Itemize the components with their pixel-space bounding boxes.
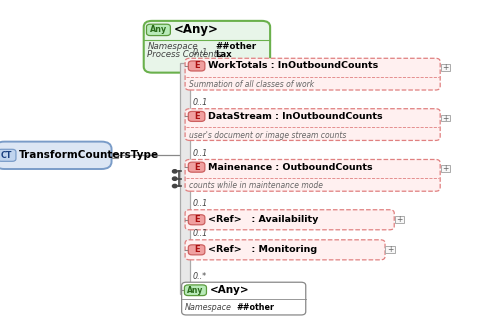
- Text: WorkTotals : InOutboundCounts: WorkTotals : InOutboundCounts: [208, 61, 378, 70]
- Text: <Ref>   : Availability: <Ref> : Availability: [208, 215, 318, 224]
- FancyBboxPatch shape: [188, 162, 204, 172]
- FancyBboxPatch shape: [185, 160, 439, 191]
- Text: 0..1: 0..1: [192, 48, 208, 57]
- FancyBboxPatch shape: [185, 109, 439, 141]
- FancyBboxPatch shape: [143, 21, 270, 73]
- Text: <Any>: <Any>: [209, 285, 249, 295]
- FancyBboxPatch shape: [185, 58, 439, 90]
- Text: E: E: [194, 245, 199, 254]
- Bar: [111, 153, 118, 158]
- FancyBboxPatch shape: [188, 245, 204, 255]
- Bar: [440, 64, 449, 71]
- Bar: [440, 166, 449, 172]
- Bar: [394, 216, 403, 223]
- Circle shape: [172, 177, 177, 180]
- Text: 0..1: 0..1: [192, 229, 208, 238]
- Text: <Ref>   : Monitoring: <Ref> : Monitoring: [208, 245, 317, 254]
- Text: user's document or image stream counts: user's document or image stream counts: [188, 131, 346, 140]
- Text: Any: Any: [150, 25, 166, 34]
- Circle shape: [172, 184, 177, 188]
- Text: E: E: [194, 112, 199, 121]
- Text: Summation of all classes of work: Summation of all classes of work: [188, 80, 313, 89]
- Text: 0..1: 0..1: [192, 149, 208, 158]
- Text: ##other: ##other: [214, 42, 256, 51]
- Text: +: +: [395, 215, 402, 224]
- FancyBboxPatch shape: [188, 61, 204, 71]
- Text: TransformCountersType: TransformCountersType: [19, 150, 159, 160]
- Text: 0..*: 0..*: [192, 272, 206, 281]
- Text: <Any>: <Any>: [174, 23, 218, 36]
- Text: DataStream : InOutboundCounts: DataStream : InOutboundCounts: [208, 112, 382, 121]
- Text: Namespace: Namespace: [184, 303, 231, 312]
- Bar: [385, 246, 394, 253]
- Bar: [180, 63, 190, 294]
- Circle shape: [172, 170, 177, 173]
- FancyBboxPatch shape: [185, 240, 384, 260]
- FancyBboxPatch shape: [185, 210, 393, 230]
- Text: E: E: [194, 215, 199, 224]
- FancyBboxPatch shape: [188, 215, 204, 225]
- Text: 0..1: 0..1: [192, 199, 208, 208]
- Text: E: E: [194, 61, 199, 70]
- Text: 0..1: 0..1: [192, 98, 208, 107]
- FancyBboxPatch shape: [0, 142, 111, 169]
- FancyBboxPatch shape: [0, 149, 16, 161]
- Text: Process Contents: Process Contents: [147, 50, 222, 59]
- Text: ##other: ##other: [236, 303, 274, 312]
- Text: Lax: Lax: [214, 50, 231, 59]
- Text: +: +: [441, 63, 448, 72]
- Text: E: E: [194, 163, 199, 172]
- Text: Any: Any: [187, 286, 203, 295]
- FancyBboxPatch shape: [182, 282, 305, 315]
- Text: +: +: [386, 245, 393, 254]
- Text: +: +: [441, 114, 448, 123]
- Text: Mainenance : OutboundCounts: Mainenance : OutboundCounts: [208, 163, 372, 172]
- FancyBboxPatch shape: [188, 112, 204, 122]
- Bar: [440, 115, 449, 122]
- FancyBboxPatch shape: [184, 285, 206, 296]
- FancyBboxPatch shape: [146, 24, 170, 36]
- Text: CT: CT: [1, 151, 13, 160]
- Text: +: +: [441, 164, 448, 173]
- Text: Namespace: Namespace: [147, 42, 197, 51]
- Text: counts while in maintenance mode: counts while in maintenance mode: [188, 181, 322, 190]
